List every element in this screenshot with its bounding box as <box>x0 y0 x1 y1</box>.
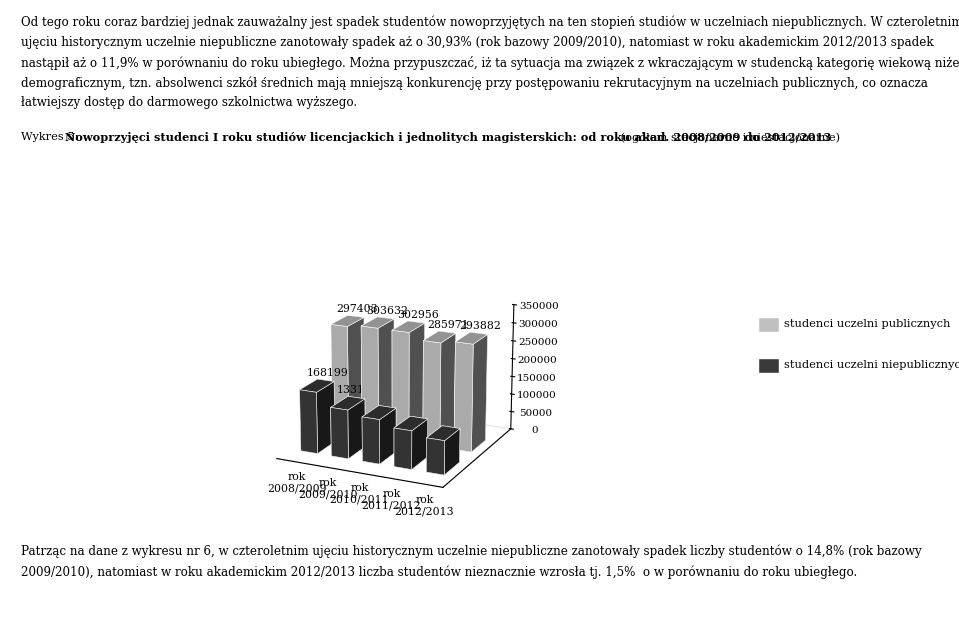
Text: nastąpił aż o 11,9% w porównaniu do roku ubiegłego. Można przypuszczać, iż ta sy: nastąpił aż o 11,9% w porównaniu do roku… <box>21 56 959 70</box>
Text: studenci uczelni publicznych: studenci uczelni publicznych <box>784 319 950 329</box>
Text: demograficznym, tzn. absolwenci szkół średnich mają mniejszą konkurencję przy po: demograficznym, tzn. absolwenci szkół śr… <box>21 76 928 89</box>
Text: studenci uczelni niepublicznych: studenci uczelni niepublicznych <box>784 360 959 370</box>
Text: Wykres 5:: Wykres 5: <box>21 132 82 142</box>
Text: (ogółem stacjonarne i niestacjonarne): (ogółem stacjonarne i niestacjonarne) <box>617 132 840 143</box>
Text: łatwiejszy dostęp do darmowego szkolnictwa wyższego.: łatwiejszy dostęp do darmowego szkolnict… <box>21 96 357 110</box>
Text: ujęciu historycznym uczelnie niepubliczne zanotowały spadek aż o 30,93% (rok baz: ujęciu historycznym uczelnie niepubliczn… <box>21 36 934 49</box>
Text: Od tego roku coraz bardziej jednak zauważalny jest spadek studentów nowoprzyjęty: Od tego roku coraz bardziej jednak zauwa… <box>21 16 959 29</box>
Text: 2009/2010), natomiast w roku akademickim 2012/2013 liczba studentów nieznacznie : 2009/2010), natomiast w roku akademickim… <box>21 565 857 578</box>
Text: Nowoprzyjęci studenci I roku studiów licencjackich i jednolitych magisterskich: : Nowoprzyjęci studenci I roku studiów lic… <box>65 132 831 143</box>
Text: Patrząc na dane z wykresu nr 6, w czteroletnim ujęciu historycznym uczelnie niep: Patrząc na dane z wykresu nr 6, w cztero… <box>21 545 922 558</box>
